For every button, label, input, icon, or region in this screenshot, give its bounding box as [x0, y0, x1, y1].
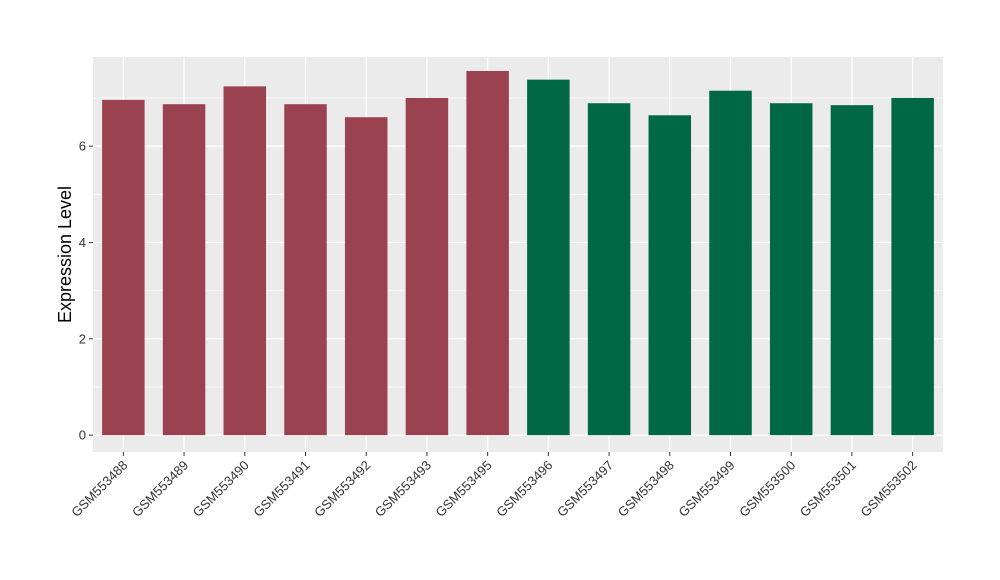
- bar-GSM553490: [223, 86, 267, 436]
- x-tick-label: GSM553490: [190, 458, 252, 520]
- bar-GSM553488: [102, 99, 145, 436]
- bar-GSM553495: [466, 70, 509, 436]
- y-tick-label: 6: [79, 139, 86, 154]
- bar-GSM553502: [891, 97, 934, 436]
- bar-GSM553489: [162, 104, 206, 436]
- x-tick-label: GSM553488: [68, 458, 130, 520]
- x-tick-label: GSM553489: [129, 458, 191, 520]
- x-tick-label: GSM553499: [675, 458, 737, 520]
- bars: [102, 70, 934, 436]
- y-tick-label: 4: [79, 235, 86, 250]
- plot-panel: [93, 57, 943, 452]
- y-tick-label: 2: [79, 331, 86, 346]
- x-axis: GSM553488GSM553489GSM553490GSM553491GSM5…: [68, 452, 920, 520]
- bar-GSM553491: [284, 104, 327, 436]
- x-tick-label: GSM553496: [493, 458, 555, 520]
- bar-GSM553499: [709, 90, 752, 436]
- x-tick-label: GSM553497: [554, 458, 616, 520]
- x-tick-label: GSM553495: [433, 458, 495, 520]
- y-tick-label: 0: [79, 428, 86, 443]
- x-tick-label: GSM553501: [797, 458, 859, 520]
- x-tick-label: GSM553500: [736, 458, 798, 520]
- bar-GSM553498: [648, 115, 692, 436]
- bar-GSM553493: [405, 97, 449, 436]
- y-axis: 0 2 4 6: [79, 139, 93, 443]
- x-tick-label: GSM553491: [250, 458, 312, 520]
- bar-GSM553500: [769, 103, 813, 436]
- x-tick-label: GSM553492: [311, 458, 373, 520]
- x-tick-label: GSM553493: [372, 458, 434, 520]
- bar-GSM553501: [830, 105, 874, 436]
- x-tick-label: GSM553502: [858, 458, 920, 520]
- bar-GSM553492: [344, 117, 388, 436]
- bar-GSM553497: [587, 103, 631, 436]
- x-tick-label: GSM553498: [615, 458, 677, 520]
- bar-GSM553496: [527, 79, 570, 436]
- y-axis-title: Expression Level: [55, 186, 75, 323]
